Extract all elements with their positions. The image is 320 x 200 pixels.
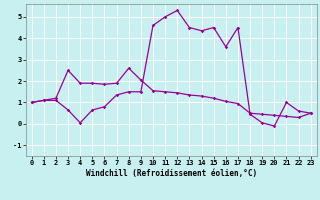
X-axis label: Windchill (Refroidissement éolien,°C): Windchill (Refroidissement éolien,°C) xyxy=(86,169,257,178)
